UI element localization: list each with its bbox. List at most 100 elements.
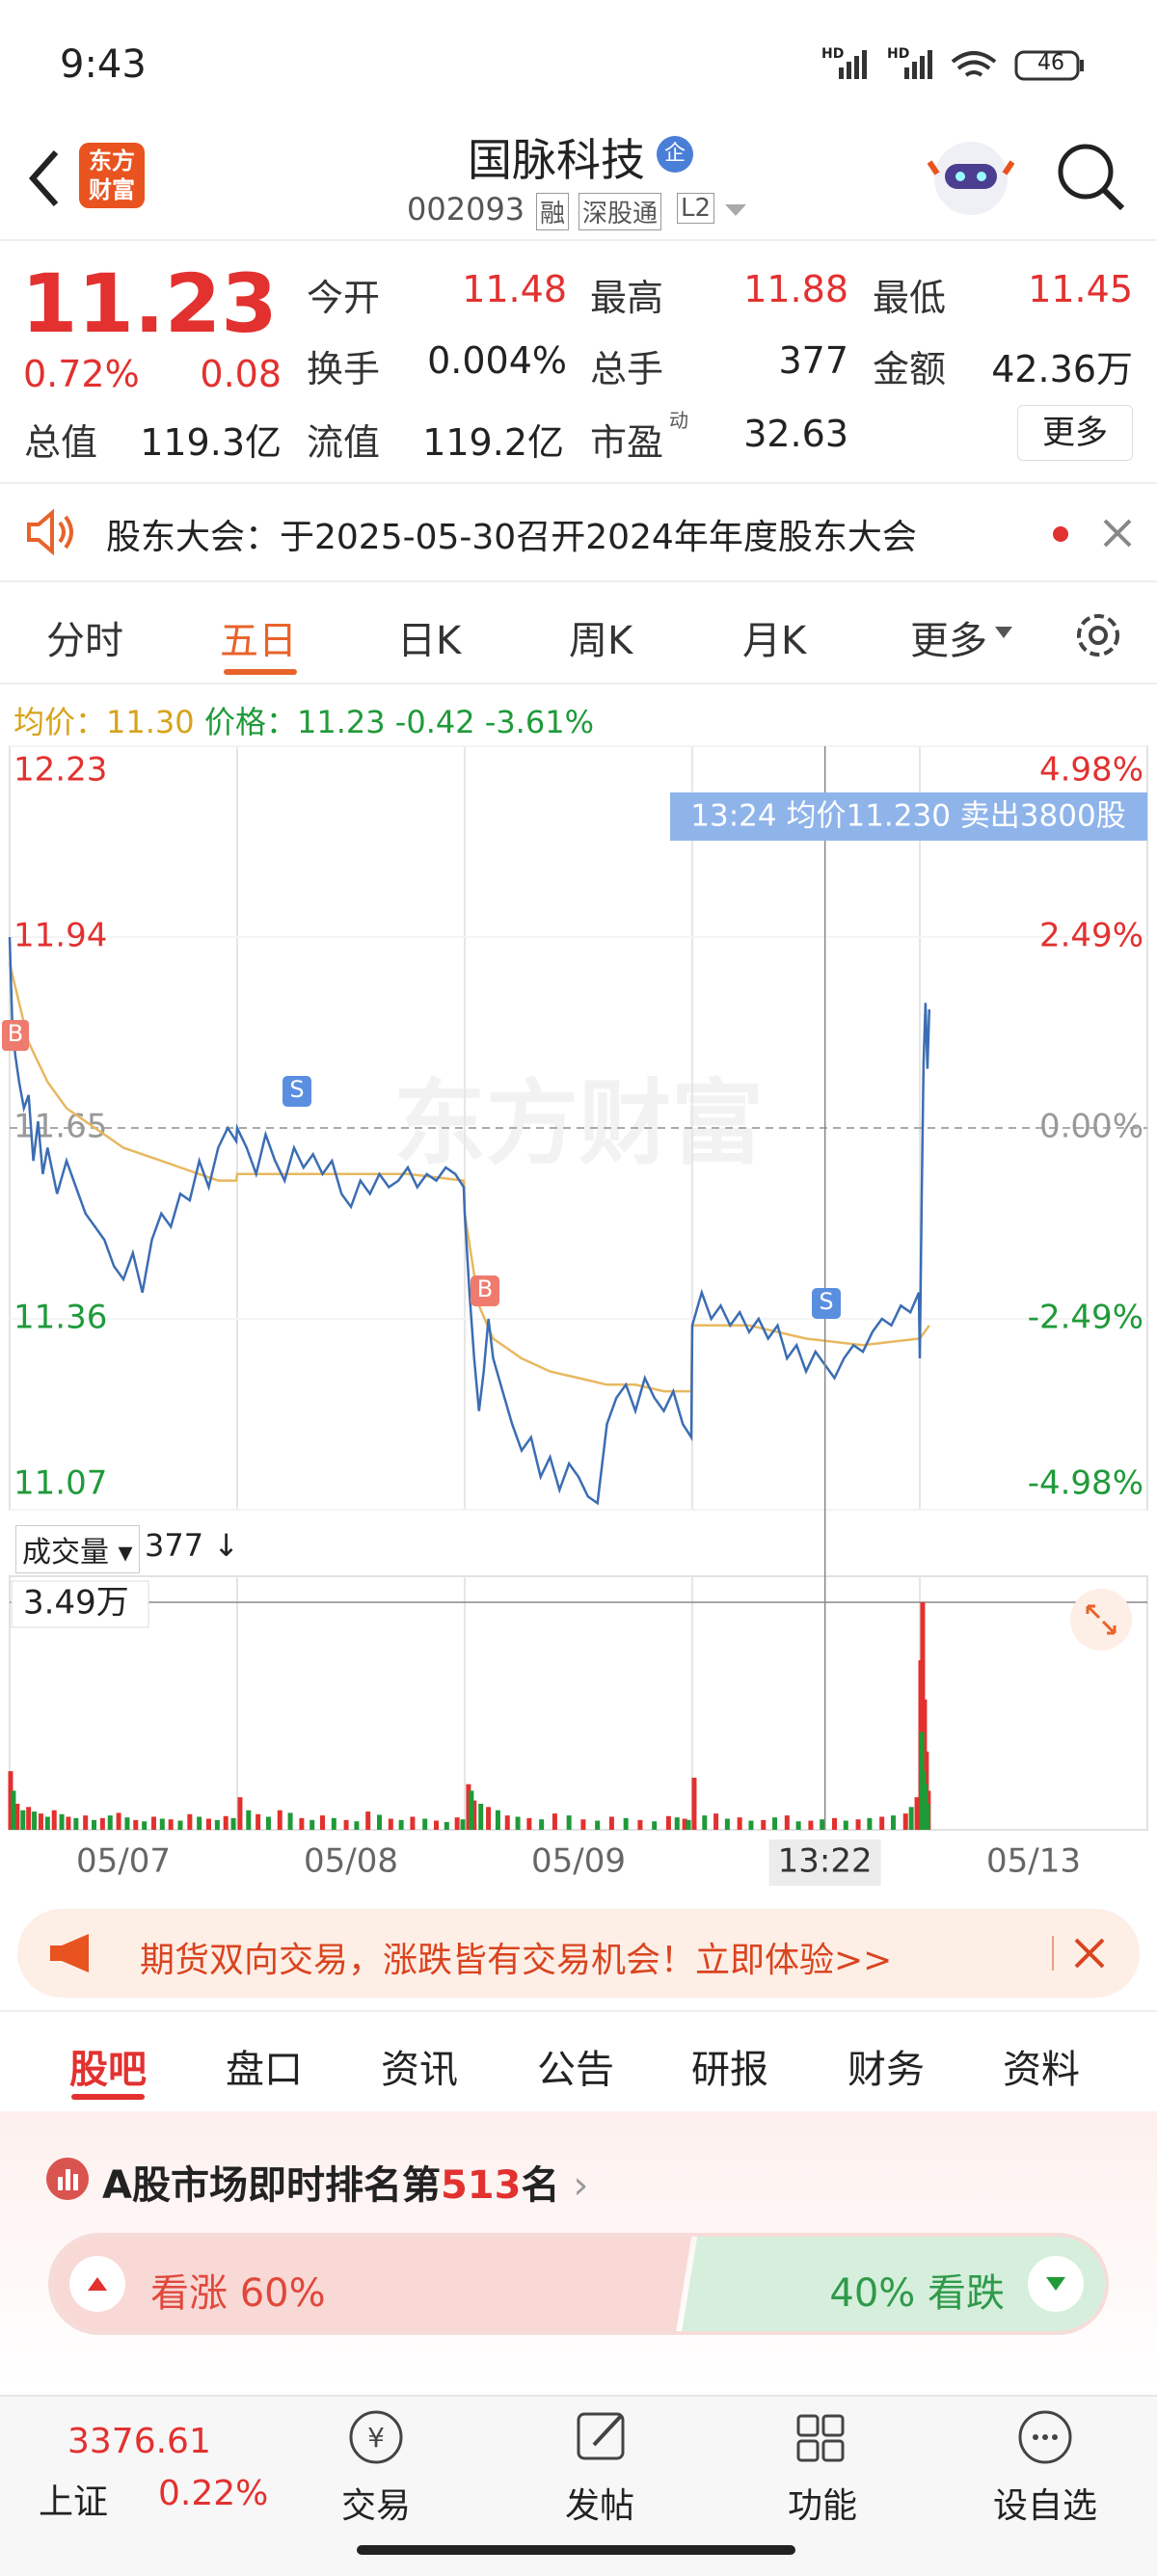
volume-bar (99, 1817, 105, 1830)
y-tick-label: 11.94 (13, 917, 107, 955)
expand-button[interactable] (1068, 1587, 1134, 1652)
tab[interactable]: 日K (397, 619, 462, 663)
volume-bar (665, 1815, 671, 1830)
volume-bar (214, 1819, 220, 1830)
volume-bar (73, 1817, 79, 1830)
bull-label: 看涨 60% (150, 2262, 326, 2318)
tab-active[interactable]: 五日 (220, 619, 297, 663)
logo: 东方 财富 (79, 143, 145, 208)
dropdown[interactable] (723, 201, 748, 220)
volume-latest-value: 377 (145, 1527, 204, 1564)
volume-bar (59, 1813, 65, 1830)
buy-marker: B (471, 1275, 499, 1306)
volume-bar (623, 1817, 629, 1830)
index-name[interactable]: 上证 (39, 2482, 109, 2522)
back-button[interactable] (21, 145, 69, 212)
tab[interactable]: 月K (742, 619, 807, 663)
info: 价格：11.23 -0.42 -3.61% (204, 698, 594, 742)
section-tab[interactable]: 资讯 (381, 2048, 458, 2092)
ranking-text[interactable]: A股市场即时排名第513名 › (102, 2163, 589, 2208)
nav-item[interactable]: 设自选 (993, 2486, 1098, 2526)
stat-value: 377 (778, 339, 848, 382)
volume-bar (820, 1819, 825, 1830)
x-tick-label: 05/09 (531, 1842, 626, 1881)
y2-tick-label: 0.00% (1039, 1108, 1144, 1146)
volume-bar (471, 1800, 477, 1830)
logo-text: 财富 (89, 176, 135, 203)
bear-pct: 40% (829, 2271, 916, 2316)
volume-bar (724, 1818, 730, 1830)
volume-bar (686, 1819, 691, 1830)
volume-bar (515, 1816, 521, 1830)
section-tab-active[interactable]: 股吧 (69, 2048, 147, 2092)
volume-bar (908, 1807, 914, 1830)
divider (0, 2010, 1157, 2012)
robot-avatar[interactable] (928, 135, 1014, 222)
volume-bar (398, 1819, 404, 1830)
volume-bar (354, 1821, 360, 1830)
notice-close[interactable] (1049, 515, 1136, 553)
tab[interactable]: 周K (569, 619, 633, 663)
settings-button[interactable] (1070, 607, 1126, 663)
x-tick-label: 05/13 (986, 1842, 1081, 1881)
avg-label: 均价： (13, 704, 107, 740)
volume-bar (277, 1810, 283, 1830)
divider (0, 482, 1157, 484)
search-button[interactable] (1053, 139, 1130, 216)
ad-banner[interactable] (17, 1909, 1140, 1998)
bull-button[interactable] (69, 2256, 125, 2312)
notice-text[interactable]: 股东大会：于2025-05-30召开2024年年度股东大会 (106, 518, 917, 557)
stat-value: 11.48 (462, 268, 567, 310)
section-tab[interactable]: 财务 (848, 2048, 925, 2092)
stat-value: 119.3亿 (140, 421, 282, 464)
volume-bar (92, 1819, 97, 1830)
stat-label: 金额 (873, 348, 947, 390)
more-button[interactable]: 更多 (1017, 405, 1133, 461)
volume-bar (26, 1807, 32, 1830)
rank-icon (46, 2158, 89, 2200)
tab[interactable]: 更多 (910, 619, 987, 663)
nav-item[interactable]: 交易 (341, 2486, 412, 2526)
volume-bar (422, 1818, 428, 1830)
volume-bar (879, 1816, 885, 1830)
ranking-prefix: A股市场即时排名第 (102, 2163, 441, 2208)
y2-tick-label: 4.98% (1039, 751, 1144, 790)
volume-bar (902, 1813, 908, 1830)
volume-bar (168, 1819, 174, 1830)
badge: 企 (657, 136, 693, 173)
stock-name: 国脉科技 (468, 134, 645, 186)
tab[interactable]: 分时 (46, 619, 123, 663)
volume-bar (20, 1810, 26, 1830)
tab-underline (71, 2094, 145, 2100)
volume-bar (737, 1817, 742, 1830)
volume-bar (460, 1819, 466, 1830)
index-value[interactable]: 3376.61 (67, 2422, 211, 2461)
section-tab[interactable]: 盘口 (226, 2048, 303, 2092)
volume-bar (197, 1816, 202, 1830)
ad-text[interactable]: 期货双向交易，涨跌皆有交易机会！立即体验>> (140, 1941, 893, 1980)
volume-bar (44, 1816, 50, 1830)
network: HD (887, 46, 910, 62)
nav-item[interactable]: 发帖 (565, 2486, 635, 2526)
section-tab[interactable]: 公告 (537, 2048, 614, 2092)
home-indicator (357, 2545, 795, 2555)
index-change[interactable]: 0.22% (158, 2474, 269, 2513)
logo-text: 东方 (89, 148, 135, 174)
bear-label: 40% 看跌 (829, 2262, 1005, 2318)
section-tab[interactable]: 研报 (691, 2048, 768, 2092)
volume-label[interactable]: 成交量 ▾ (15, 1525, 140, 1573)
volume-bar (504, 1815, 510, 1830)
stat-label: 总手 (590, 348, 664, 390)
section-tab[interactable]: 资料 (1003, 2048, 1080, 2092)
volume-bar (469, 1790, 474, 1830)
ad-close[interactable] (1051, 1934, 1115, 1972)
volume-label-text: 成交量 (22, 1536, 109, 1570)
bear-button[interactable] (1028, 2256, 1084, 2312)
volume-bar (299, 1817, 305, 1830)
nav-item[interactable]: 功能 (788, 2486, 858, 2526)
price-line (8, 963, 930, 1393)
volume-bar (320, 1815, 325, 1830)
volume-bar (343, 1819, 349, 1830)
x-tick-label: 05/07 (76, 1842, 171, 1881)
